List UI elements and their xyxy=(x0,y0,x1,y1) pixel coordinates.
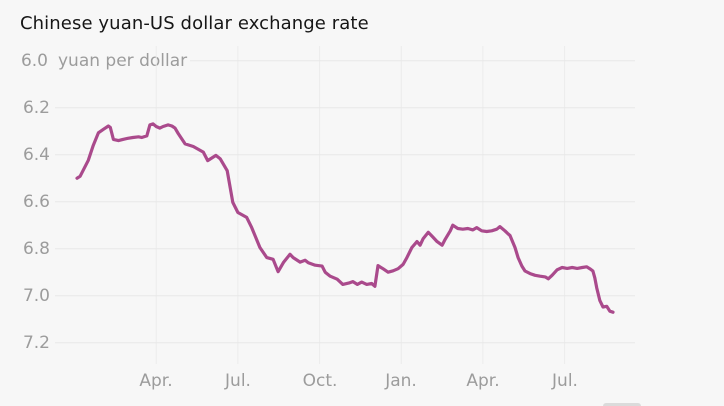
y-axis-top-row: 6.0 yuan per dollar xyxy=(18,51,187,71)
y-axis-tick-label: 6.6 xyxy=(22,192,50,212)
chart-title: Chinese yuan-US dollar exchange rate xyxy=(20,13,369,34)
y-axis-tick-label: 7.0 xyxy=(22,286,50,306)
y-axis-tick-label: 6.4 xyxy=(22,145,50,165)
x-axis-tick-label: Oct. xyxy=(302,371,338,391)
x-axis-tick-label: Jan. xyxy=(385,371,417,391)
y-axis-tick-label: 6.8 xyxy=(22,239,50,259)
y-axis-tick-label: 7.2 xyxy=(22,333,50,353)
y-axis-unit-label: yuan per dollar xyxy=(58,51,188,71)
x-axis-tick-label: Apr. xyxy=(139,371,173,391)
partial-bottom-element xyxy=(603,403,641,406)
x-axis-tick-label: Jul. xyxy=(225,371,251,391)
exchange-rate-line xyxy=(75,122,615,314)
x-axis-tick-label: Jul. xyxy=(552,371,578,391)
y-axis-top-tick-label: 6.0 xyxy=(20,51,48,71)
x-axis-tick-label: Apr. xyxy=(466,371,500,391)
y-axis-tick-label: 6.2 xyxy=(22,98,50,118)
